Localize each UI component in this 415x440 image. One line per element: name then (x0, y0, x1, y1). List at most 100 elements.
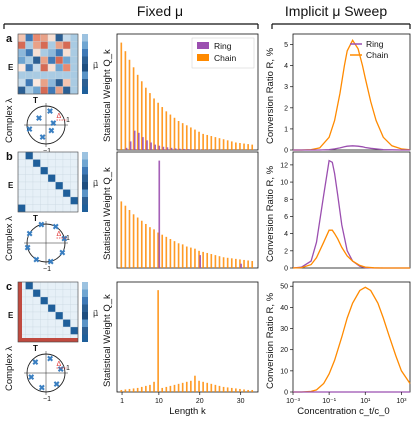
ring-bar (158, 146, 160, 150)
matrix-cell (33, 49, 41, 57)
matrix-cell (63, 290, 71, 298)
chain-bar (157, 103, 159, 150)
chain-bar (215, 137, 217, 150)
matrix-cell (48, 205, 56, 213)
matrix-cell (56, 290, 64, 298)
mu-vector-cell (82, 49, 88, 57)
chain-bar (219, 138, 221, 150)
matrix-cell (41, 205, 49, 213)
matrix-cell (18, 167, 26, 175)
mu-vector-cell (82, 175, 88, 183)
line-xtick-label: 10¹ (360, 398, 371, 405)
ring-bar (138, 133, 140, 150)
chain-bar (141, 387, 143, 392)
line-ytick-label: 4 (284, 63, 288, 70)
mu-vector-cell (82, 335, 88, 343)
matrix-cell (56, 167, 64, 175)
chain-bar (145, 386, 147, 392)
chain-bar (198, 381, 200, 392)
matrix-cell (71, 72, 79, 80)
chain-bar (161, 388, 163, 392)
matrix-cell (63, 79, 71, 87)
mu-vector-cell (82, 57, 88, 65)
line-ytick-label: 1 (284, 126, 288, 133)
matrix-cell (18, 175, 26, 183)
matrix-cell (26, 64, 34, 72)
matrix-cell (33, 152, 41, 160)
header-implicit: Implicit μ Sweep (272, 3, 410, 29)
chain-bar (210, 384, 212, 392)
line-ytick-label: 5 (284, 42, 288, 49)
ring-bar (195, 149, 197, 150)
chain-bar (149, 385, 151, 392)
matrix-cell (26, 72, 34, 80)
chain-bar (125, 389, 127, 392)
matrix-cell (18, 182, 26, 190)
mu-vector-cell (82, 182, 88, 190)
chain-bar (210, 136, 212, 150)
matrix-cell (33, 297, 41, 305)
chain-bar (206, 135, 208, 150)
chain-bar (194, 249, 196, 268)
matrix-cell (48, 87, 56, 95)
chain-bar (129, 60, 131, 150)
chain-bar (137, 388, 139, 392)
ring-bar (134, 131, 136, 150)
matrix-cell (18, 152, 26, 160)
matrix-cell (56, 49, 64, 57)
circle-minus-one-label: −1 (43, 266, 51, 273)
line-ytick-label: 50 (280, 284, 288, 291)
line-ytick-label: 3 (284, 84, 288, 91)
circle-minus-one-label: −1 (43, 396, 51, 403)
matrix-cell (56, 182, 64, 190)
line-ylabel: Conversion Ratio R, % (265, 292, 276, 389)
line-ytick-label: 30 (280, 326, 288, 333)
line-ytick-label: 20 (280, 347, 288, 354)
chain-bar (120, 201, 122, 268)
chain-bar (174, 118, 176, 150)
matrix-cell (56, 282, 64, 290)
matrix-cell (33, 190, 41, 198)
matrix-cell (41, 190, 49, 198)
matrix-E-label: E (8, 181, 14, 190)
bar-xtick-label: 10 (155, 398, 163, 405)
matrix-cell (71, 305, 79, 313)
line-xlabel: Concentration c_t/c_0 (297, 406, 389, 417)
mu-vector-cell (82, 167, 88, 175)
matrix-cell (71, 297, 79, 305)
matrix-cell (56, 64, 64, 72)
chain-line (293, 40, 410, 150)
matrix-boundary-left (18, 282, 22, 342)
chain-bar (219, 386, 221, 392)
bar-chart-b: Statistical Weight Q_k (102, 152, 258, 268)
chain-bar (247, 260, 249, 268)
line-ytick-label: 0 (284, 266, 288, 273)
ring-bar (158, 161, 160, 268)
matrix-cell (56, 175, 64, 183)
matrix-cell (56, 72, 64, 80)
matrix-cell (56, 205, 64, 213)
chain-bar (178, 384, 180, 392)
chain-bar (153, 382, 155, 392)
matrix-cell (33, 160, 41, 168)
chain-bar (194, 376, 196, 392)
matrix-cell (63, 34, 71, 42)
matrix-cell (71, 160, 79, 168)
matrix-cell (41, 167, 49, 175)
matrix-cell (71, 175, 79, 183)
matrix-cell (48, 327, 56, 335)
mu-vector-cell (82, 312, 88, 320)
chain-bar (251, 390, 253, 392)
matrix-E-label: E (8, 311, 14, 320)
matrix-cell (26, 160, 34, 168)
matrix-cell (41, 57, 49, 65)
matrix-cell (26, 190, 34, 198)
chain-bar (190, 381, 192, 392)
line-ytick-label: 12 (280, 162, 288, 169)
ring-bar (167, 147, 169, 150)
matrix-cell (26, 79, 34, 87)
chain-bar (120, 43, 122, 150)
